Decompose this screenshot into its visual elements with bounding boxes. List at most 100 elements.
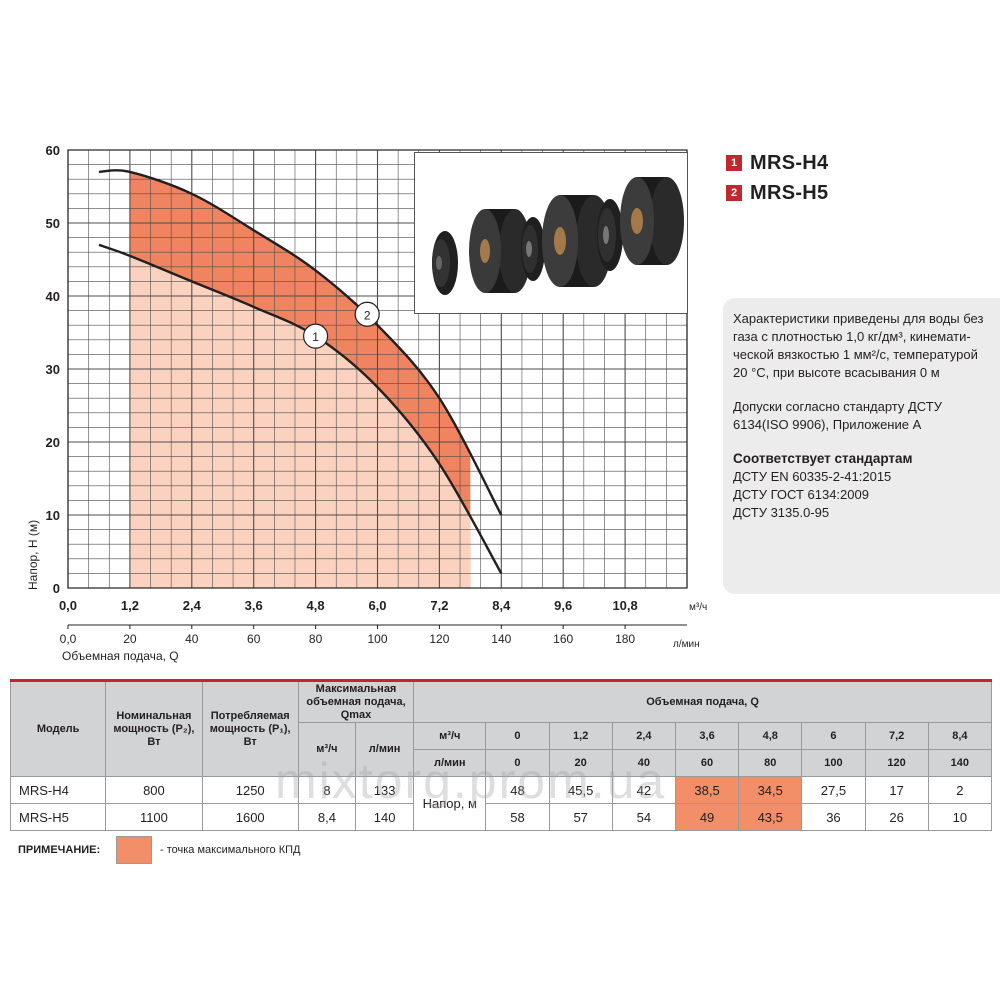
legend-model-name: MRS-H5 xyxy=(750,181,829,204)
legend-item-1: 1 MRS-H4 xyxy=(726,148,828,178)
flow-m3h-cell: 8,4 xyxy=(927,722,993,750)
flow-m3h-cell: 0 xyxy=(485,722,550,750)
note-label: ПРИМЕЧАНИЕ: xyxy=(18,844,101,856)
head-cell: 45,5 xyxy=(548,776,613,804)
info-tolerances: Допуски согласно стандарту ДСТУ 6134(ISO… xyxy=(733,399,942,432)
header-flow: Объемная подача, Q xyxy=(413,679,992,723)
y-tick-label: 20 xyxy=(46,435,60,450)
legend-item-2: 2 MRS-H5 xyxy=(726,178,828,208)
impeller-disc-6 xyxy=(620,177,684,265)
header-unit-m3h: м³/ч xyxy=(413,722,487,750)
head-cell-max-efficiency: 38,5 xyxy=(674,776,740,804)
flow-m3h-cell: 4,8 xyxy=(738,722,803,750)
chart-axes: 0 10 20 30 40 50 60 0,0 1,2 2,4 3,6 4,8 6,0 7,2 8,4 9,6… xyxy=(26,143,707,663)
impellers-photo xyxy=(414,152,688,314)
head-label-cell: Напор, м xyxy=(413,776,487,831)
head-cell: 17 xyxy=(864,776,929,804)
x2-tick-label: 140 xyxy=(491,632,511,646)
x-tick-label: 6,0 xyxy=(368,598,386,613)
curve-mrs-h4 xyxy=(98,243,503,574)
flow-m3h-cell: 6 xyxy=(801,722,866,750)
flow-lmin-cell: 40 xyxy=(611,749,676,777)
head-cell: 10 xyxy=(927,803,993,831)
flow-lmin-cell: 140 xyxy=(927,749,993,777)
header-unit-lmin: л/мин xyxy=(413,749,487,777)
p1-cell: 1250 xyxy=(201,776,299,804)
head-cell: 42 xyxy=(611,776,676,804)
table-row: MRS-H5 1100 1600 8,4 140 58 57 54 49 43,… xyxy=(9,803,993,831)
x2-tick-label: 120 xyxy=(429,632,449,646)
head-cell: 57 xyxy=(548,803,613,831)
y-axis-title: Напор, Н (м) xyxy=(26,520,40,590)
efficiency-zone-mrs-h4 xyxy=(129,255,471,588)
curve-label-circle xyxy=(303,323,329,349)
legend-model-name: MRS-H4 xyxy=(750,151,829,174)
impeller-disc-3 xyxy=(521,217,545,281)
head-cell: 54 xyxy=(611,803,676,831)
x2-tick-label: 40 xyxy=(185,632,199,646)
x-tick-label: 4,8 xyxy=(307,598,325,613)
header-qmax-m3h: м³/ч xyxy=(297,722,357,777)
flow-m3h-cell: 7,2 xyxy=(864,722,929,750)
flow-lmin-cell: 60 xyxy=(674,749,740,777)
head-cell: 48 xyxy=(485,776,550,804)
flow-m3h-cell: 3,6 xyxy=(674,722,740,750)
y-tick-label: 60 xyxy=(46,143,60,158)
y-tick-label: 30 xyxy=(46,362,60,377)
standard-item: ДСТУ 3135.0-95 xyxy=(733,505,830,520)
x2-tick-label: 20 xyxy=(123,632,137,646)
standard-item: ДСТУ EN 60335-2-41:2015 xyxy=(733,469,892,484)
curve-label-number: 2 xyxy=(364,308,371,322)
curve-labels: 12 xyxy=(303,301,380,349)
flow-m3h-cell: 2,4 xyxy=(611,722,676,750)
x-unit-lmin: л/мин xyxy=(673,639,700,650)
header-qmax-lmin: л/мин xyxy=(355,722,415,777)
qmax-lmin-cell: 133 xyxy=(355,776,415,804)
head-cell: 27,5 xyxy=(801,776,866,804)
y-tick-label: 40 xyxy=(46,289,60,304)
curve-label-circle xyxy=(354,301,380,327)
x-tick-label: 8,4 xyxy=(492,598,511,613)
x-tick-label: 3,6 xyxy=(245,598,263,613)
header-nominal-power: Номинальная мощность (P₂), Вт xyxy=(105,679,203,777)
info-conditions: Характеристики приведены для воды без га… xyxy=(733,311,984,380)
performance-table: Модель Номинальная мощность (P₂), Вт Пот… xyxy=(9,679,993,831)
impeller-disc-2 xyxy=(469,209,531,293)
flow-lmin-cell: 20 xyxy=(548,749,613,777)
head-cell: 26 xyxy=(864,803,929,831)
y-tick-label: 50 xyxy=(46,216,60,231)
x-tick-label: 1,2 xyxy=(121,598,139,613)
model-cell: MRS-H5 xyxy=(9,803,107,831)
max-efficiency-swatch xyxy=(116,836,152,864)
x-unit-m3h: м³/ч xyxy=(689,602,707,613)
qmax-m3h-cell: 8,4 xyxy=(297,803,357,831)
x-tick-label: 0,0 xyxy=(59,598,77,613)
qmax-lmin-cell: 140 xyxy=(355,803,415,831)
impeller-disc-4 xyxy=(542,195,612,287)
p2-cell: 800 xyxy=(105,776,203,804)
head-cell-max-efficiency: 49 xyxy=(674,803,740,831)
curve-label-number: 1 xyxy=(312,330,319,344)
standard-item: ДСТУ ГОСТ 6134:2009 xyxy=(733,487,869,502)
standards-title: Соответствует стандартам xyxy=(733,451,913,466)
header-consumed-power: Потребляемая мощность (P₁), Вт xyxy=(201,679,299,777)
legend-number: 2 xyxy=(726,185,742,201)
p2-cell: 1100 xyxy=(105,803,203,831)
x-tick-label: 9,6 xyxy=(554,598,572,613)
info-panel: Характеристики приведены для воды без га… xyxy=(723,298,1000,594)
p1-cell: 1600 xyxy=(201,803,299,831)
x-tick-label: 10,8 xyxy=(612,598,637,613)
x2-tick-label: 60 xyxy=(247,632,261,646)
x-axis-title: Объемная подача, Q xyxy=(62,649,179,663)
head-cell: 58 xyxy=(485,803,550,831)
curve-mrs-h5 xyxy=(98,169,503,516)
x2-tick-label: 160 xyxy=(553,632,573,646)
model-cell: MRS-H4 xyxy=(9,776,107,804)
x2-tick-label: 100 xyxy=(367,632,387,646)
plot-border xyxy=(67,149,688,589)
flow-lmin-cell: 80 xyxy=(738,749,803,777)
impeller-disc-5 xyxy=(597,199,623,271)
flow-lmin-cell: 100 xyxy=(801,749,866,777)
impeller-disc-1 xyxy=(432,231,458,295)
header-model: Модель xyxy=(9,679,107,777)
